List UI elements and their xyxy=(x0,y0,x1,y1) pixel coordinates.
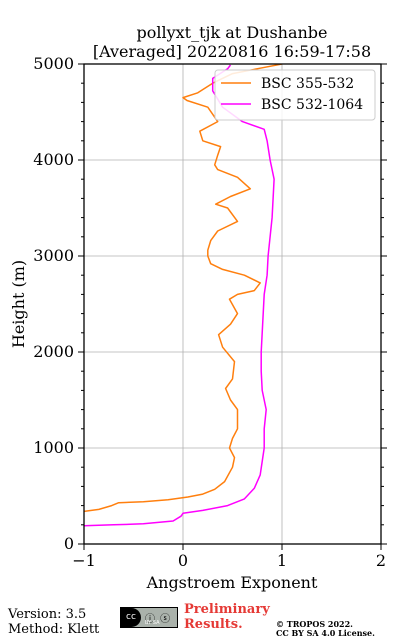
cc-logo-icon: cc xyxy=(121,608,141,627)
cc-license-badge: cc ⓘ ⓢ BY SA xyxy=(120,607,178,628)
cc-by-sa-icon: ⓘ ⓢ xyxy=(145,614,172,625)
legend: BSC 355-532 BSC 532-1064 xyxy=(214,69,376,121)
preliminary-line2: Results. xyxy=(184,617,243,632)
preliminary-notice: Preliminary Results. xyxy=(184,602,270,632)
y-tick-label-1000: 1000 xyxy=(33,438,74,457)
x-tick-label-2: 2 xyxy=(376,551,386,570)
copyright-notice: © TROPOS 2022. CC BY SA 4.0 License. xyxy=(276,620,375,638)
plot-frame xyxy=(83,63,382,545)
x-axis-label: Angstroem Exponent xyxy=(146,573,318,592)
copyright-line2: CC BY SA 4.0 License. xyxy=(276,628,375,638)
chart: pollyxt_tjk at Dushanbe [Averaged] 20220… xyxy=(9,23,387,592)
x-tick-label--1: −1 xyxy=(72,551,96,570)
legend-label-bsc-532-1064: BSC 532-1064 xyxy=(261,97,363,113)
y-tick-label-5000: 5000 xyxy=(33,54,74,73)
legend-label-bsc-355-532: BSC 355-532 xyxy=(261,76,354,92)
y-tick-label-2000: 2000 xyxy=(33,342,74,361)
method-text: Method: Klett xyxy=(8,622,100,637)
series-line-bsc-355-532 xyxy=(84,64,283,513)
legend-box xyxy=(214,69,376,121)
y-tick-label-0: 0 xyxy=(64,534,74,553)
series-layer xyxy=(84,64,283,527)
version-text: Version: 3.5 xyxy=(8,607,87,622)
copyright-line1: © TROPOS 2022. xyxy=(276,619,353,629)
cc-by-sa-text: BY SA xyxy=(145,620,160,626)
series-line-bsc-532-1064 xyxy=(84,64,275,527)
preliminary-line1: Preliminary xyxy=(184,602,270,617)
footer-meta: Version: 3.5 Method: Klett xyxy=(8,607,99,637)
x-tick-label-0: 0 xyxy=(178,551,188,570)
y-tick-label-4000: 4000 xyxy=(33,150,74,169)
x-tick-label-1: 1 xyxy=(277,551,287,570)
chart-title-line1: pollyxt_tjk at Dushanbe xyxy=(136,23,327,42)
y-axis-label: Height (m) xyxy=(9,260,28,348)
y-tick-label-3000: 3000 xyxy=(33,246,74,265)
chart-title-line2: [Averaged] 20220816 16:59-17:58 xyxy=(93,42,371,61)
